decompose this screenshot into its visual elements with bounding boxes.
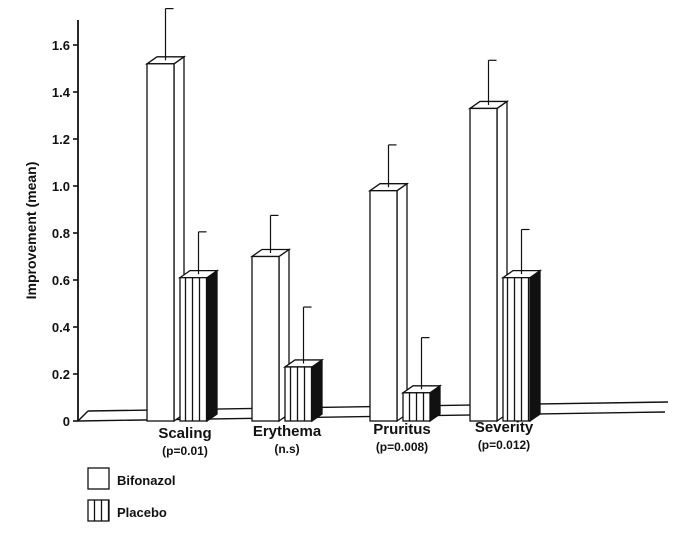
legend-label-bifonazol: Bifonazol xyxy=(117,473,176,488)
bar-placebo-severity-front xyxy=(502,276,531,422)
legend-swatch-placebo xyxy=(87,499,110,522)
y-tick-label: 1.6 xyxy=(52,38,70,53)
y-tick-label: 0.8 xyxy=(52,226,70,241)
bar-bifonazol-pruritus-front xyxy=(369,190,398,422)
legend: Bifonazol Placebo xyxy=(87,467,176,522)
bar-placebo-scaling xyxy=(177,231,220,423)
bars xyxy=(144,8,543,423)
legend-label-placebo: Placebo xyxy=(117,505,167,520)
legend-swatch-bifonazol xyxy=(87,467,110,490)
bar-placebo-erythema-side xyxy=(311,358,323,423)
bar-placebo-pruritus-front xyxy=(402,392,431,422)
p-value-label: (p=0.008) xyxy=(376,440,428,454)
p-value-label: (p=0.01) xyxy=(162,444,208,458)
y-tick-label: 1.4 xyxy=(52,85,71,100)
y-axis-title: Improvement (mean) xyxy=(23,162,39,300)
bar-placebo-erythema-front xyxy=(284,366,313,422)
category-label: Erythema xyxy=(253,423,322,440)
y-tick-label: 1.0 xyxy=(52,179,70,194)
bar-placebo-scaling-front xyxy=(179,276,208,422)
category-label: Severity xyxy=(475,419,534,436)
bar-bifonazol-scaling-front xyxy=(146,63,175,422)
bar-placebo-severity-side xyxy=(529,269,541,423)
y-tick-label: 0.4 xyxy=(52,320,71,335)
p-value-label: (n.s) xyxy=(274,442,299,456)
bar-bifonazol-erythema xyxy=(249,214,292,423)
floor-left-edge xyxy=(77,410,89,422)
y-axis: 0 0.2 0.4 0.6 0.8 1.0 1.2 1.4 1.6 Improvement (me… xyxy=(23,20,79,429)
bar-placebo-scaling-side xyxy=(206,269,218,423)
category-label: Scaling xyxy=(158,425,211,442)
bar-bifonazol-scaling xyxy=(144,8,187,423)
y-tick-label: 1.2 xyxy=(52,132,70,147)
bar-placebo-erythema xyxy=(282,306,325,423)
y-tick-label: 0.2 xyxy=(52,367,70,382)
bar-bifonazol-pruritus-side xyxy=(396,182,408,423)
y-tick-label: 0.6 xyxy=(52,273,70,288)
bar-bifonazol-severity-front xyxy=(469,107,498,422)
bar-placebo-pruritus xyxy=(400,337,443,423)
bar-bifonazol-erythema-front xyxy=(251,255,280,422)
bar-bifonazol-severity xyxy=(467,59,510,423)
category-labels: Scaling (p=0.01) Erythema (n.s) Pruritus (p=0… xyxy=(158,419,534,458)
category-label: Pruritus xyxy=(373,421,431,438)
y-tick-label: 0 xyxy=(63,414,70,429)
bar-placebo-severity xyxy=(500,228,543,423)
bar-bifonazol-pruritus xyxy=(367,144,410,423)
p-value-label: (p=0.012) xyxy=(478,438,530,452)
